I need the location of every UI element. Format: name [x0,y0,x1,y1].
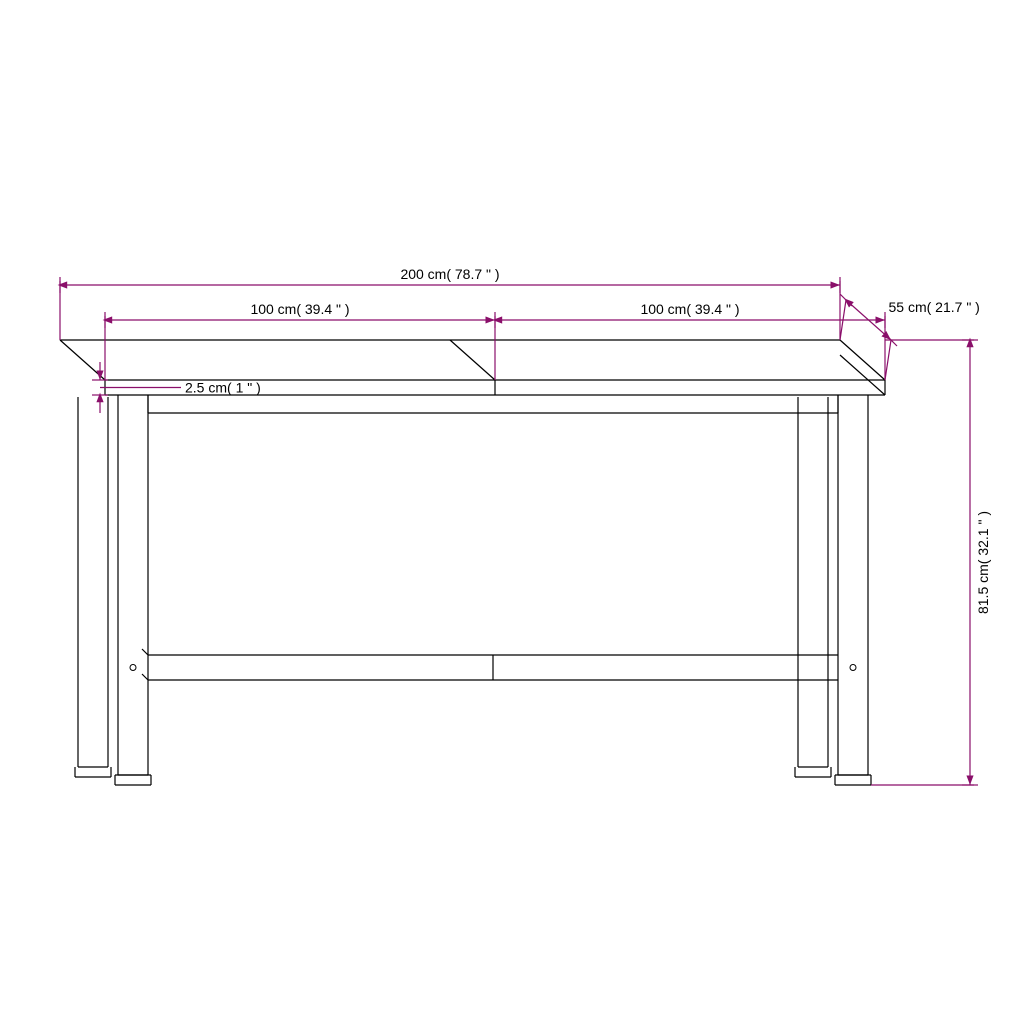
dim-depth-label: 55 cm( 21.7 " ) [889,299,980,315]
dim-thickness-label: 2.5 cm( 1 " ) [185,380,261,396]
dim-overall-width-label: 200 cm( 78.7 " ) [400,266,499,282]
leg-front-left-bolt [130,665,136,671]
dim-half-right-label: 100 cm( 39.4 " ) [640,301,739,317]
leg-front-right-bolt [850,665,856,671]
dim-half-left-label: 100 cm( 39.4 " ) [250,301,349,317]
dimension-drawing: 200 cm( 78.7 " ) 100 cm( 39.4 " ) 100 cm( … [0,0,1024,1024]
dim-height-label: 81.5 cm( 32.1 " ) [975,511,991,614]
